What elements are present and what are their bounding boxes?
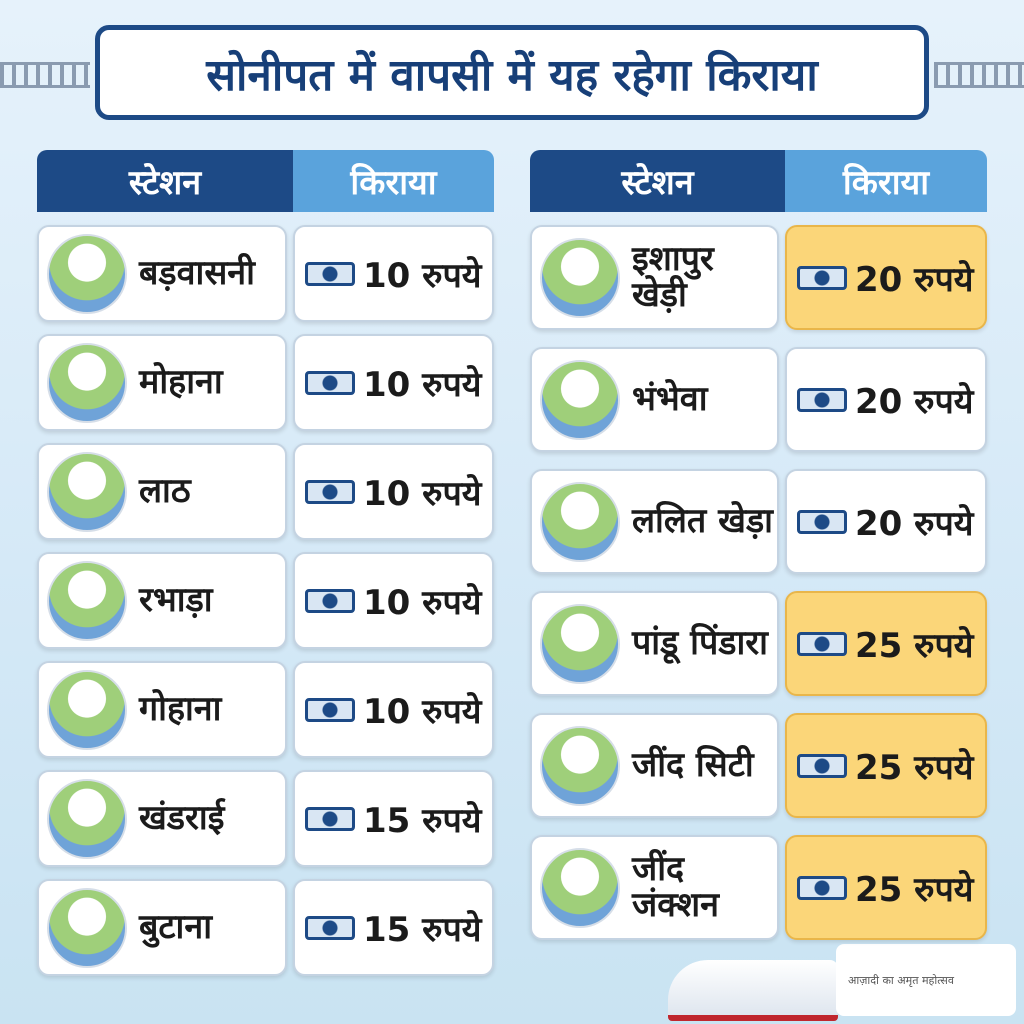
money-icon xyxy=(797,509,847,534)
fare-cell: 20 रुपये xyxy=(785,225,987,330)
column-header: स्टेशन xyxy=(37,150,293,212)
station-cell: रभाड़ा xyxy=(37,552,287,649)
logo: आज़ादी का अमृत महोत्सव xyxy=(836,944,1016,1016)
fare: 20 रुपये xyxy=(855,381,974,422)
station-name: रभाड़ा xyxy=(139,579,213,620)
fare: 10 रुपये xyxy=(363,364,482,405)
station-cell: इशापुर खेड़ी xyxy=(530,225,779,330)
station-icon xyxy=(540,847,620,928)
station-icon xyxy=(540,603,620,684)
station-icon xyxy=(540,359,620,440)
fare-cell: 10 रुपये xyxy=(293,225,494,322)
logo-text: आज़ादी का अमृत महोत्सव xyxy=(848,973,954,987)
station-icon xyxy=(47,233,127,314)
title-banner: सोनीपत में वापसी में यह रहेगा किराया xyxy=(95,25,929,120)
fare: 25 रुपये xyxy=(855,625,974,666)
fare-cell: 10 रुपये xyxy=(293,334,494,431)
station-icon xyxy=(540,481,620,562)
fare-cell: 15 रुपये xyxy=(293,770,494,867)
rail-decoration xyxy=(0,62,90,88)
rail-decoration xyxy=(934,62,1024,88)
fare: 10 रुपये xyxy=(363,255,482,296)
money-icon xyxy=(797,875,847,900)
station-name: मोहाना xyxy=(139,361,223,402)
station-cell: बुटाना xyxy=(37,879,287,976)
column-header: किराया xyxy=(785,150,987,212)
station-name: जींद जंक्शन xyxy=(632,848,720,925)
fare: 25 रुपये xyxy=(855,747,974,788)
station-name: जींद सिटी xyxy=(632,744,754,785)
station-cell: बड़वासनी xyxy=(37,225,287,322)
station-cell: लाठ xyxy=(37,443,287,540)
station-icon xyxy=(47,342,127,423)
column-header: स्टेशन xyxy=(530,150,785,212)
money-icon xyxy=(305,370,355,395)
station-name: लाठ xyxy=(139,470,191,511)
station-cell: मोहाना xyxy=(37,334,287,431)
station-cell: गोहाना xyxy=(37,661,287,758)
station-icon xyxy=(540,725,620,806)
station-name: गोहाना xyxy=(139,688,222,729)
fare-cell: 10 रुपये xyxy=(293,443,494,540)
fare: 15 रुपये xyxy=(363,800,482,841)
station-name: ललित खेड़ा xyxy=(632,500,773,541)
column-header: किराया xyxy=(293,150,494,212)
station-name: बड़वासनी xyxy=(139,252,255,293)
money-icon xyxy=(797,265,847,290)
station-cell: जींद जंक्शन xyxy=(530,835,779,940)
fare: 15 रुपये xyxy=(363,909,482,950)
fare-cell: 20 रुपये xyxy=(785,469,987,574)
fare-cell: 25 रुपये xyxy=(785,591,987,696)
money-icon xyxy=(305,697,355,722)
station-name: इशापुर खेड़ी xyxy=(632,238,714,315)
station-name: बुटाना xyxy=(139,906,213,947)
station-icon xyxy=(47,669,127,750)
money-icon xyxy=(305,479,355,504)
fare: 10 रुपये xyxy=(363,582,482,623)
money-icon xyxy=(797,387,847,412)
station-name: पांडू पिंडारा xyxy=(632,622,768,663)
fare: 25 रुपये xyxy=(855,869,974,910)
station-icon xyxy=(47,451,127,532)
fare: 10 रुपये xyxy=(363,691,482,732)
station-name: भंभेवा xyxy=(632,378,708,419)
fare-cell: 15 रुपये xyxy=(293,879,494,976)
fare: 20 रुपये xyxy=(855,503,974,544)
money-icon xyxy=(797,631,847,656)
money-icon xyxy=(305,588,355,613)
station-name: खंडराई xyxy=(139,797,225,838)
title: सोनीपत में वापसी में यह रहेगा किराया xyxy=(206,49,818,101)
train-illustration xyxy=(668,960,838,1021)
fare-cell: 25 रुपये xyxy=(785,713,987,818)
station-icon xyxy=(47,887,127,968)
fare-cell: 20 रुपये xyxy=(785,347,987,452)
station-icon xyxy=(540,237,620,318)
fare-cell: 25 रुपये xyxy=(785,835,987,940)
money-icon xyxy=(305,806,355,831)
money-icon xyxy=(305,261,355,286)
fare: 20 रुपये xyxy=(855,259,974,300)
fare-cell: 10 रुपये xyxy=(293,552,494,649)
station-cell: भंभेवा xyxy=(530,347,779,452)
station-icon xyxy=(47,560,127,641)
fare: 10 रुपये xyxy=(363,473,482,514)
money-icon xyxy=(305,915,355,940)
station-cell: जींद सिटी xyxy=(530,713,779,818)
station-icon xyxy=(47,778,127,859)
station-cell: पांडू पिंडारा xyxy=(530,591,779,696)
fare-cell: 10 रुपये xyxy=(293,661,494,758)
money-icon xyxy=(797,753,847,778)
station-cell: खंडराई xyxy=(37,770,287,867)
station-cell: ललित खेड़ा xyxy=(530,469,779,574)
